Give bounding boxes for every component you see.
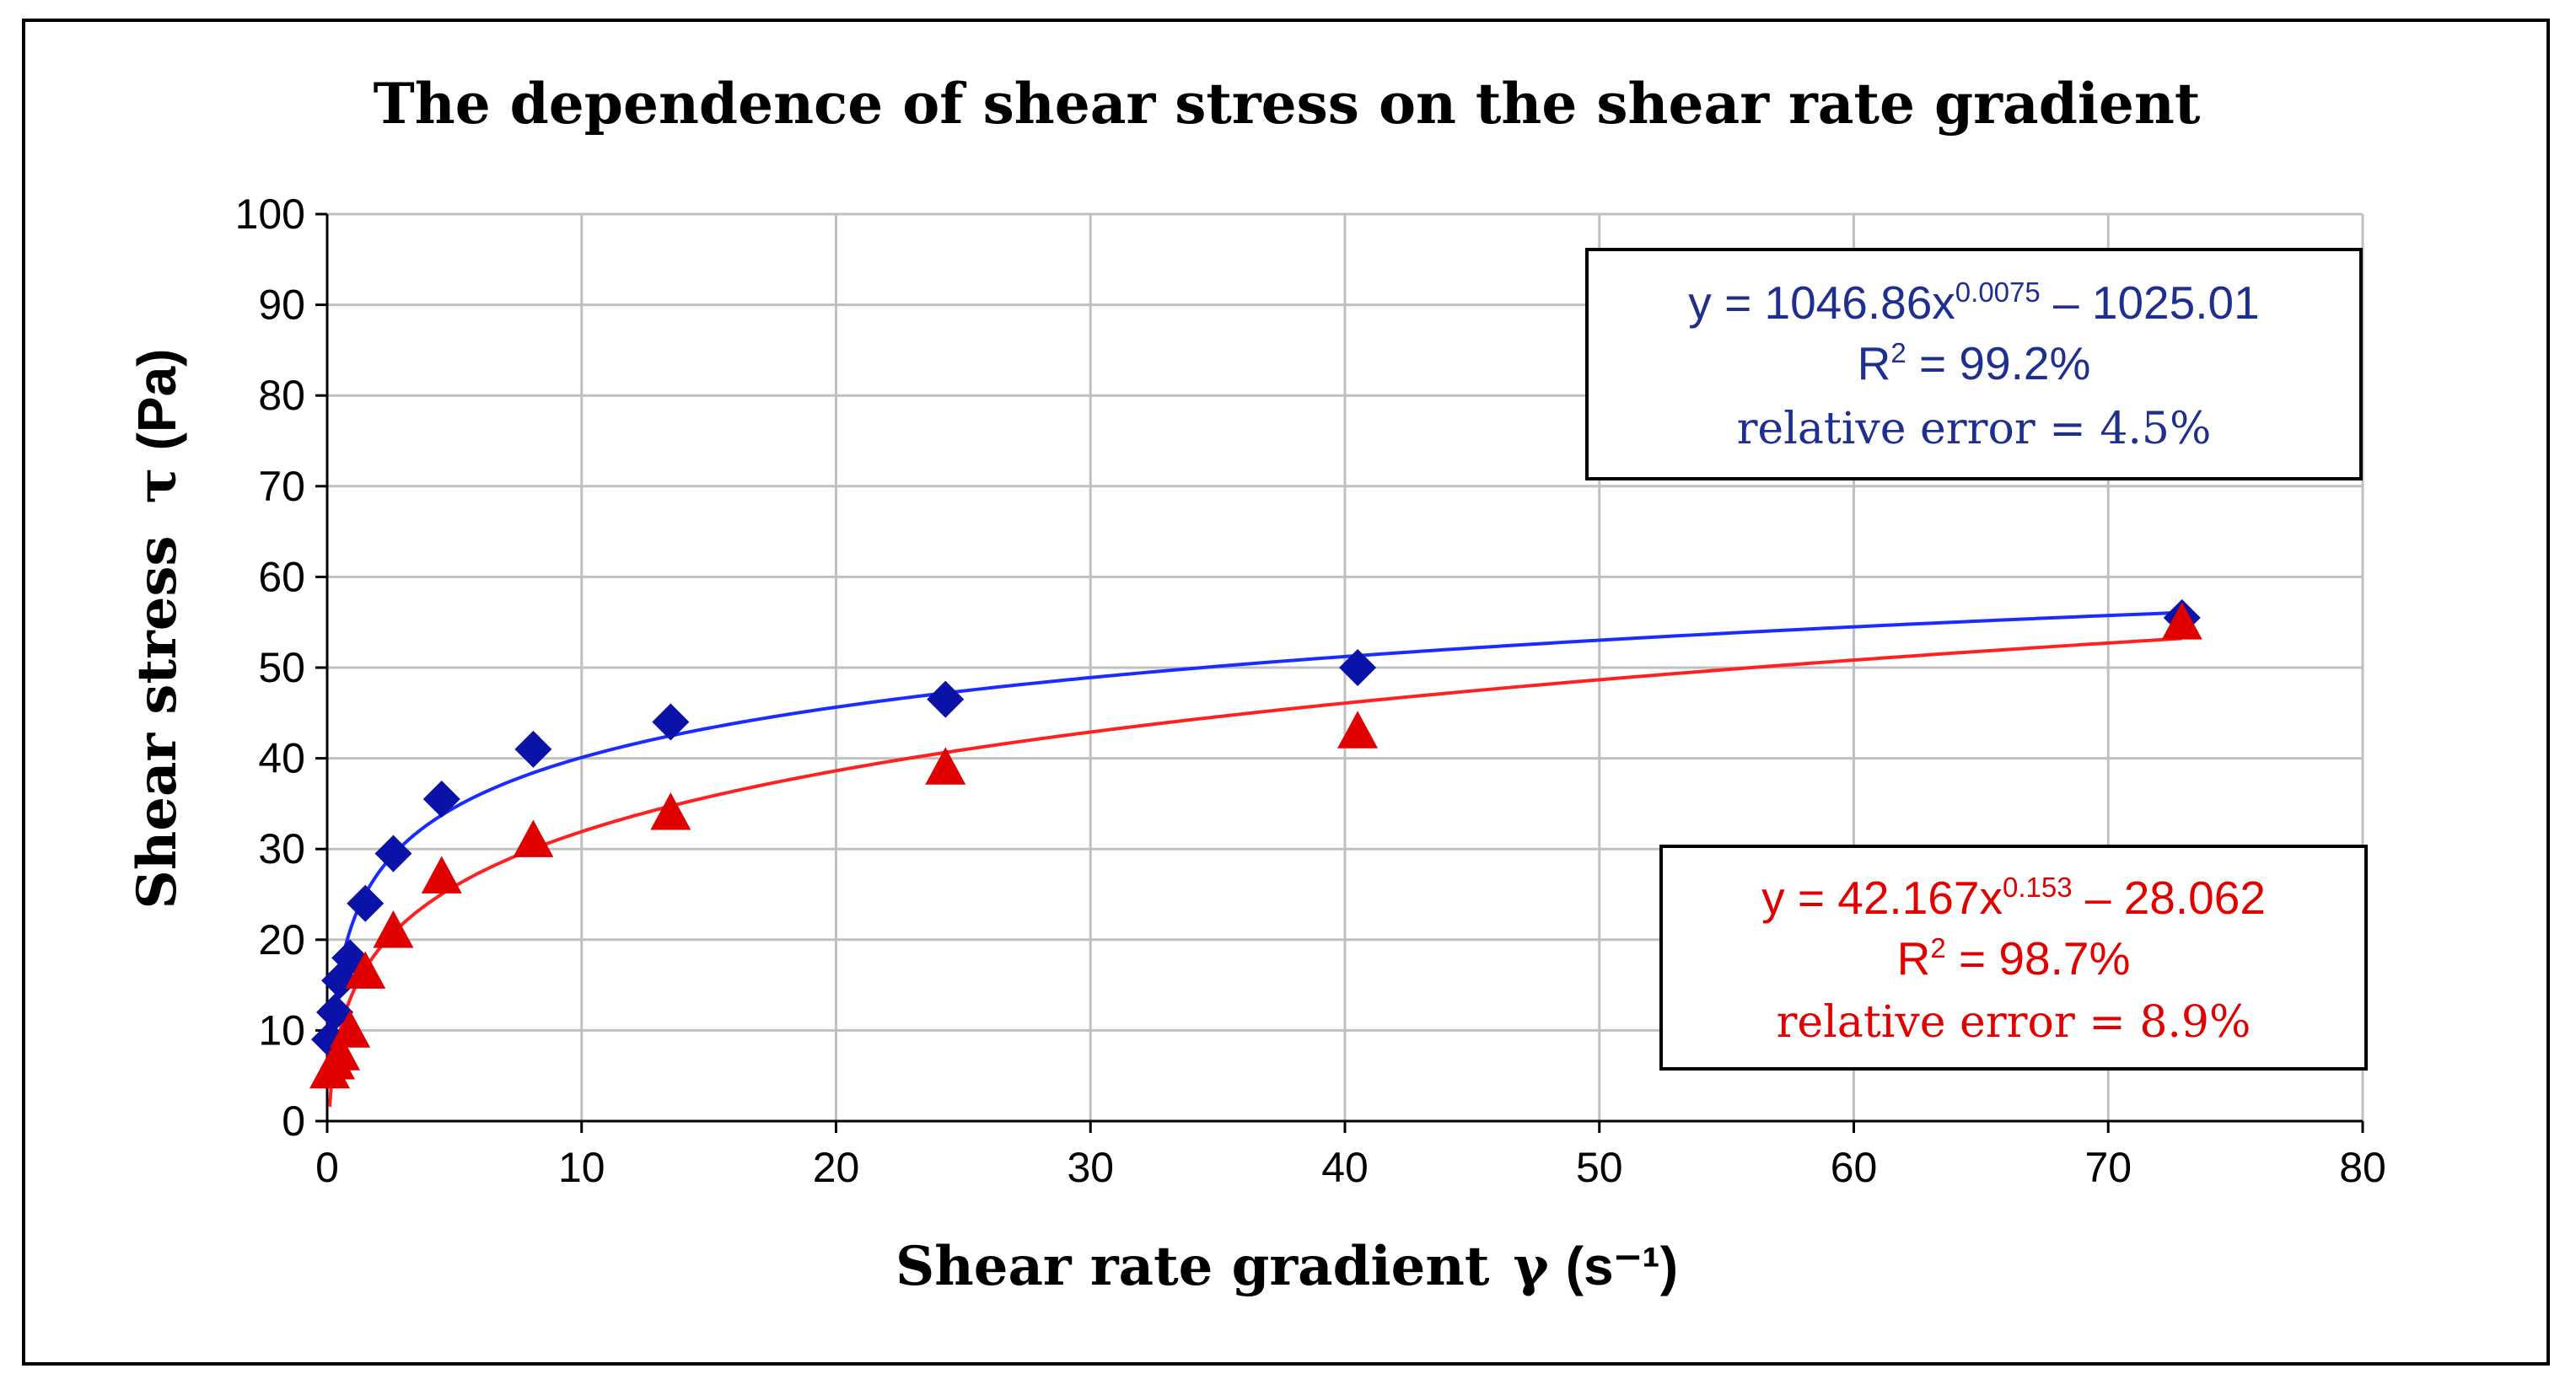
blue-diamond-point (1339, 649, 1377, 686)
y-tick-label: 10 (258, 1006, 305, 1054)
red-triangle-point (320, 1033, 361, 1071)
x-tick-label: 40 (1321, 1144, 1369, 1191)
red-triangle-point (330, 1010, 371, 1048)
axes (315, 212, 2364, 1133)
x-tick-label: 0 (315, 1144, 339, 1191)
red-triangle-point (2161, 602, 2202, 640)
red-equation: y = 42.167x0.153 – 28.062 (1761, 872, 2266, 924)
blue-diamond-point (374, 835, 412, 872)
blue-relative-error: relative error = 4.5% (1737, 404, 2212, 454)
tick-labels: 0 10 20 30 40 50 60 70 80 90 100 0 10 20 30 40 50 60 70 80 (235, 191, 2386, 1191)
y-tick-label: 70 (258, 463, 305, 510)
y-tick-label: 60 (258, 553, 305, 600)
y-tick-label: 0 (282, 1098, 305, 1145)
blue-diamond-point (927, 680, 965, 718)
red-relative-error: relative error = 8.9% (1777, 997, 2251, 1048)
chart-frame: The dependence of shear stress on the sh… (22, 19, 2550, 1366)
markers (309, 598, 2202, 1089)
x-tick-label: 60 (1831, 1144, 1878, 1191)
red-triangle-point (373, 910, 414, 948)
y-tick-label: 30 (258, 825, 305, 872)
chart-title: The dependence of shear stress on the sh… (374, 71, 2201, 137)
x-tick-label: 70 (2084, 1144, 2132, 1191)
blue-diamond-point (347, 884, 385, 922)
y-axis-label: Shear stress τ (Pa) (126, 349, 189, 910)
blue-diamond-point (652, 703, 690, 741)
blue-equation-box: y = 1046.86x0.0075 – 1025.01 R2 = 99.2% … (1585, 248, 2363, 480)
y-tick-label: 80 (258, 372, 305, 419)
y-tick-label: 90 (258, 282, 305, 329)
red-triangle-point (421, 856, 462, 894)
x-tick-label: 50 (1576, 1144, 1623, 1191)
x-tick-label: 20 (813, 1144, 860, 1191)
blue-diamond-point (514, 730, 552, 768)
y-tick-label: 40 (258, 735, 305, 782)
red-r2: R2 = 98.7% (1897, 932, 2131, 985)
red-triangle-point (345, 951, 386, 989)
red-triangle-point (513, 819, 554, 857)
red-equation-box: y = 42.167x0.153 – 28.062 R2 = 98.7% rel… (1659, 845, 2368, 1071)
y-tick-label: 20 (258, 916, 305, 963)
y-tick-label: 100 (235, 191, 305, 238)
red-triangle-point (1337, 711, 1379, 749)
blue-equation: y = 1046.86x0.0075 – 1025.01 (1688, 276, 2259, 329)
y-tick-label: 50 (258, 644, 305, 691)
x-axis-label: Shear rate gradient γ (s⁻¹) (895, 1235, 1678, 1298)
x-tick-label: 10 (558, 1144, 605, 1191)
red-triangle-point (650, 792, 691, 830)
blue-diamond-point (422, 781, 460, 818)
chart-svg: The dependence of shear stress on the sh… (126, 71, 2386, 1298)
red-triangle-point (925, 747, 966, 785)
x-tick-label: 30 (1067, 1144, 1114, 1191)
blue-r2: R2 = 99.2% (1858, 337, 2091, 389)
x-tick-label: 80 (2339, 1144, 2386, 1191)
